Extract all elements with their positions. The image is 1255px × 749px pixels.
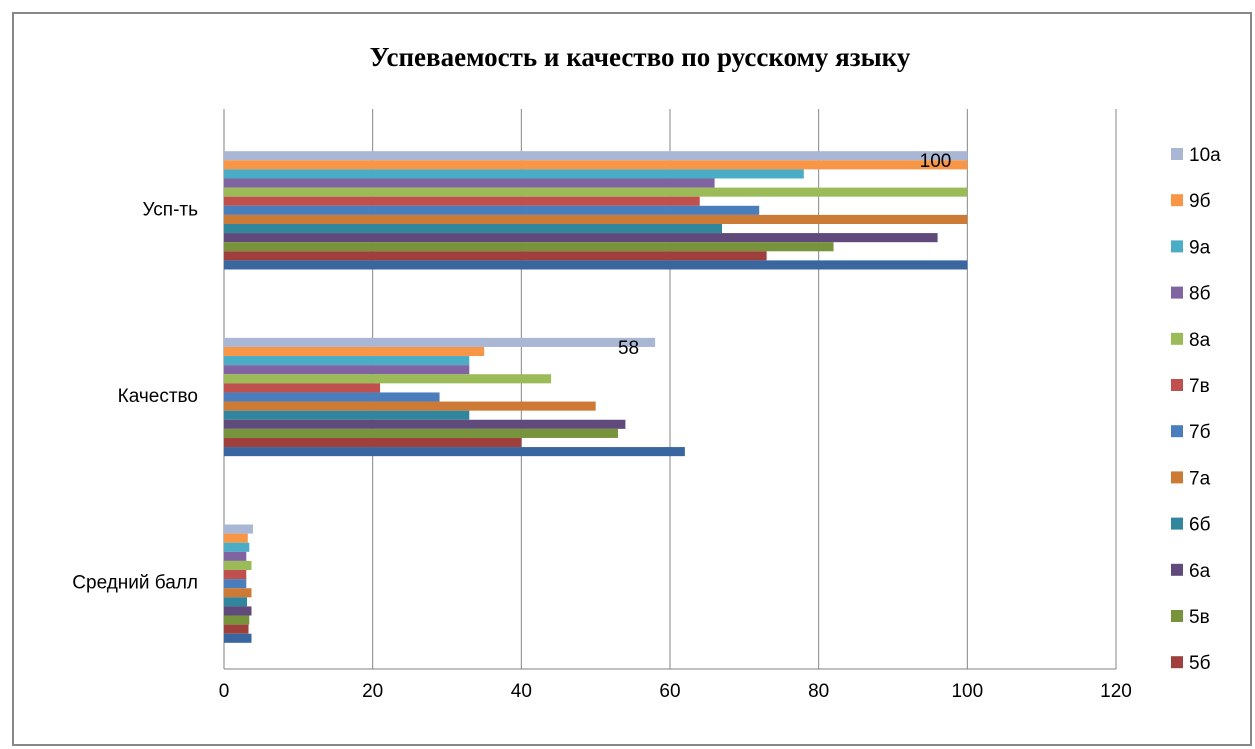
legend-swatch-7в	[1171, 379, 1183, 391]
legend-label-7б: 7б	[1189, 422, 1211, 443]
bar-7в-Качество	[224, 383, 381, 393]
legend-label-7а: 7а	[1189, 468, 1211, 489]
legend-label-6б: 6б	[1189, 515, 1211, 536]
bar-8а-Усп-ть	[224, 187, 968, 197]
bar-9б-Усп-ть	[224, 160, 968, 170]
bar-5в-Качество	[224, 428, 618, 438]
chart-frame: Успеваемость и качество по русскому язык…	[12, 12, 1252, 746]
bar-6б-Качество	[224, 410, 470, 420]
category-label: Средний балл	[72, 573, 198, 594]
bar-5б-Средний балл	[224, 624, 249, 634]
bar-8б-Средний балл	[224, 551, 247, 561]
legend-label-5в: 5в	[1189, 607, 1210, 628]
legend-label-6а: 6а	[1189, 561, 1211, 582]
bar-9а-Усп-ть	[224, 169, 804, 179]
bar-base-Усп-ть	[224, 260, 968, 270]
bar-9а-Средний балл	[224, 542, 250, 552]
legend-swatch-9б	[1171, 194, 1183, 207]
bar-base-Средний балл	[224, 633, 252, 643]
category-label: Качество	[118, 386, 198, 407]
bar-6а-Средний балл	[224, 606, 252, 616]
legend-label-8б: 8б	[1189, 284, 1211, 305]
bar-7б-Усп-ть	[224, 205, 760, 215]
x-tick-labels: 0 20 40 60 80 100 120	[219, 681, 1132, 702]
legend-label-8а: 8а	[1189, 330, 1211, 351]
bar-5б-Качество	[224, 437, 522, 448]
bar-6а-Усп-ть	[224, 233, 938, 243]
legend-swatch-7а	[1171, 471, 1183, 484]
x-tick-label: 40	[511, 681, 532, 702]
bars	[224, 151, 968, 643]
legend-label-10а: 10а	[1189, 145, 1221, 166]
legend-label-9б: 9б	[1189, 191, 1211, 212]
bar-7а-Усп-ть	[224, 214, 968, 224]
bar-8б-Качество	[224, 365, 470, 375]
bar-9б-Средний балл	[224, 533, 248, 543]
x-tick-label: 80	[808, 681, 829, 702]
bar-10а-Усп-ть	[224, 151, 968, 161]
bar-base-Качество	[224, 447, 685, 457]
data-label: 100	[920, 151, 952, 172]
bar-7в-Усп-ть	[224, 196, 700, 206]
legend-swatch-8б	[1171, 286, 1183, 299]
bar-5в-Средний балл	[224, 615, 250, 625]
legend-label-7в: 7в	[1189, 376, 1210, 397]
bar-10а-Качество	[224, 337, 656, 347]
bar-9а-Качество	[224, 356, 470, 366]
bar-7а-Средний балл	[224, 588, 252, 598]
x-tick-label: 60	[659, 681, 680, 702]
category-labels: Усп-ть Качество Средний балл	[72, 199, 198, 593]
bar-7б-Средний балл	[224, 579, 247, 589]
bar-10а-Средний балл	[224, 524, 253, 534]
x-tick-label: 100	[951, 681, 983, 702]
bar-8а-Качество	[224, 374, 552, 384]
legend-swatch-5в	[1171, 610, 1183, 622]
legend-swatch-6а	[1171, 563, 1183, 576]
legend-swatch-7б	[1171, 425, 1183, 438]
legend-swatch-9а	[1171, 240, 1183, 253]
bar-6б-Усп-ть	[224, 223, 723, 234]
legend-swatch-8а	[1171, 332, 1183, 345]
x-tick-label: 20	[362, 681, 383, 702]
x-tick-label: 0	[219, 681, 230, 702]
bar-5б-Усп-ть	[224, 251, 767, 261]
legend-swatch-5б	[1171, 656, 1183, 669]
legend-label-5б: 5б	[1189, 653, 1211, 674]
bar-5в-Усп-ть	[224, 242, 834, 252]
bar-8а-Средний балл	[224, 560, 252, 571]
bar-7а-Качество	[224, 401, 596, 411]
legend-label-9а: 9а	[1189, 237, 1211, 258]
bar-7в-Средний балл	[224, 570, 247, 580]
legend: 10а 9б 9а 8б 8а 7в 7б 7а 6б 6а 5в 5б	[1171, 145, 1221, 674]
data-label: 58	[618, 338, 639, 359]
legend-swatch-10а	[1171, 148, 1183, 160]
bar-6б-Средний балл	[224, 597, 248, 607]
bar-chart: Успеваемость и качество по русскому язык…	[72, 42, 1221, 702]
x-tick-label: 120	[1100, 681, 1132, 702]
bar-6а-Качество	[224, 419, 626, 429]
chart-title: Успеваемость и качество по русскому язык…	[370, 42, 911, 72]
legend-swatch-6б	[1171, 517, 1183, 530]
bar-7б-Качество	[224, 392, 440, 402]
category-label: Усп-ть	[142, 199, 198, 220]
data-labels: 100 58	[618, 151, 951, 359]
bar-9б-Качество	[224, 346, 485, 357]
bar-8б-Усп-ть	[224, 178, 715, 188]
